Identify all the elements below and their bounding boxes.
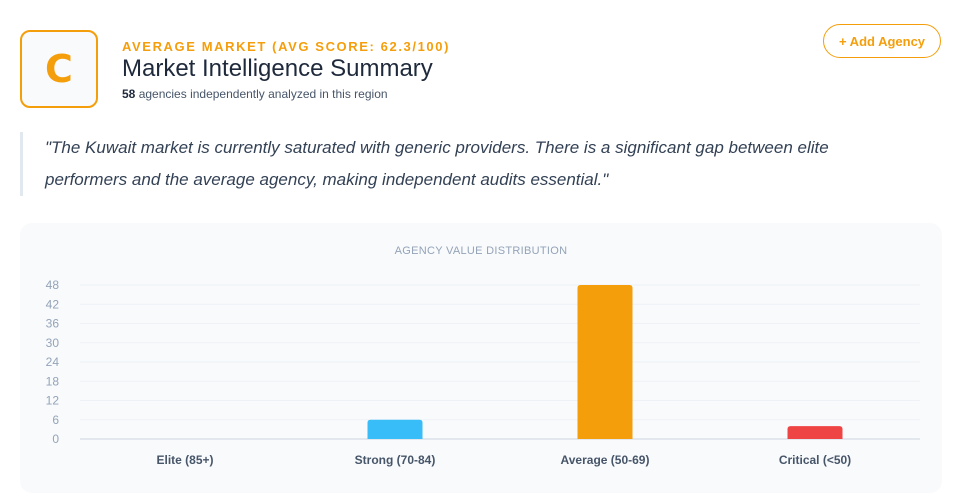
y-tick-label: 36 <box>46 317 60 331</box>
bar <box>577 285 633 439</box>
y-tick-label: 18 <box>46 374 60 388</box>
y-tick-label: 30 <box>46 336 60 350</box>
x-tick-label: Critical (<50) <box>779 453 851 467</box>
distribution-chart-card: AGENCY VALUE DISTRIBUTION 0 6 12 18 24 30 36 42… <box>20 223 942 493</box>
distribution-chart: AGENCY VALUE DISTRIBUTION 0 6 12 18 24 30 36 42… <box>46 245 920 467</box>
market-quote: "The Kuwait market is currently saturate… <box>20 132 900 196</box>
add-agency-button[interactable]: + Add Agency <box>823 24 941 58</box>
agency-count: 58 <box>122 87 136 101</box>
subtitle-text: agencies independently analyzed in this … <box>135 87 388 101</box>
y-tick-label: 0 <box>52 432 59 446</box>
y-tick-label: 42 <box>46 297 60 311</box>
page-title: Market Intelligence Summary <box>122 55 433 82</box>
x-tick-label: Elite (85+) <box>156 453 213 467</box>
grade-badge: C <box>20 30 98 108</box>
bar <box>367 419 423 439</box>
y-tick-label: 12 <box>46 394 60 408</box>
y-tick-label: 6 <box>52 413 59 427</box>
agency-count-subtitle: 58 agencies independently analyzed in th… <box>122 87 388 101</box>
y-tick-label: 48 <box>46 278 60 292</box>
x-tick-label: Average (50-69) <box>561 453 650 467</box>
y-tick-label: 24 <box>46 355 60 369</box>
market-status-label: AVERAGE MARKET (AVG SCORE: 62.3/100) <box>122 39 451 54</box>
bar <box>787 426 843 439</box>
grade-letter: C <box>45 47 73 91</box>
x-tick-label: Strong (70-84) <box>355 453 436 467</box>
chart-title: AGENCY VALUE DISTRIBUTION <box>395 245 568 257</box>
